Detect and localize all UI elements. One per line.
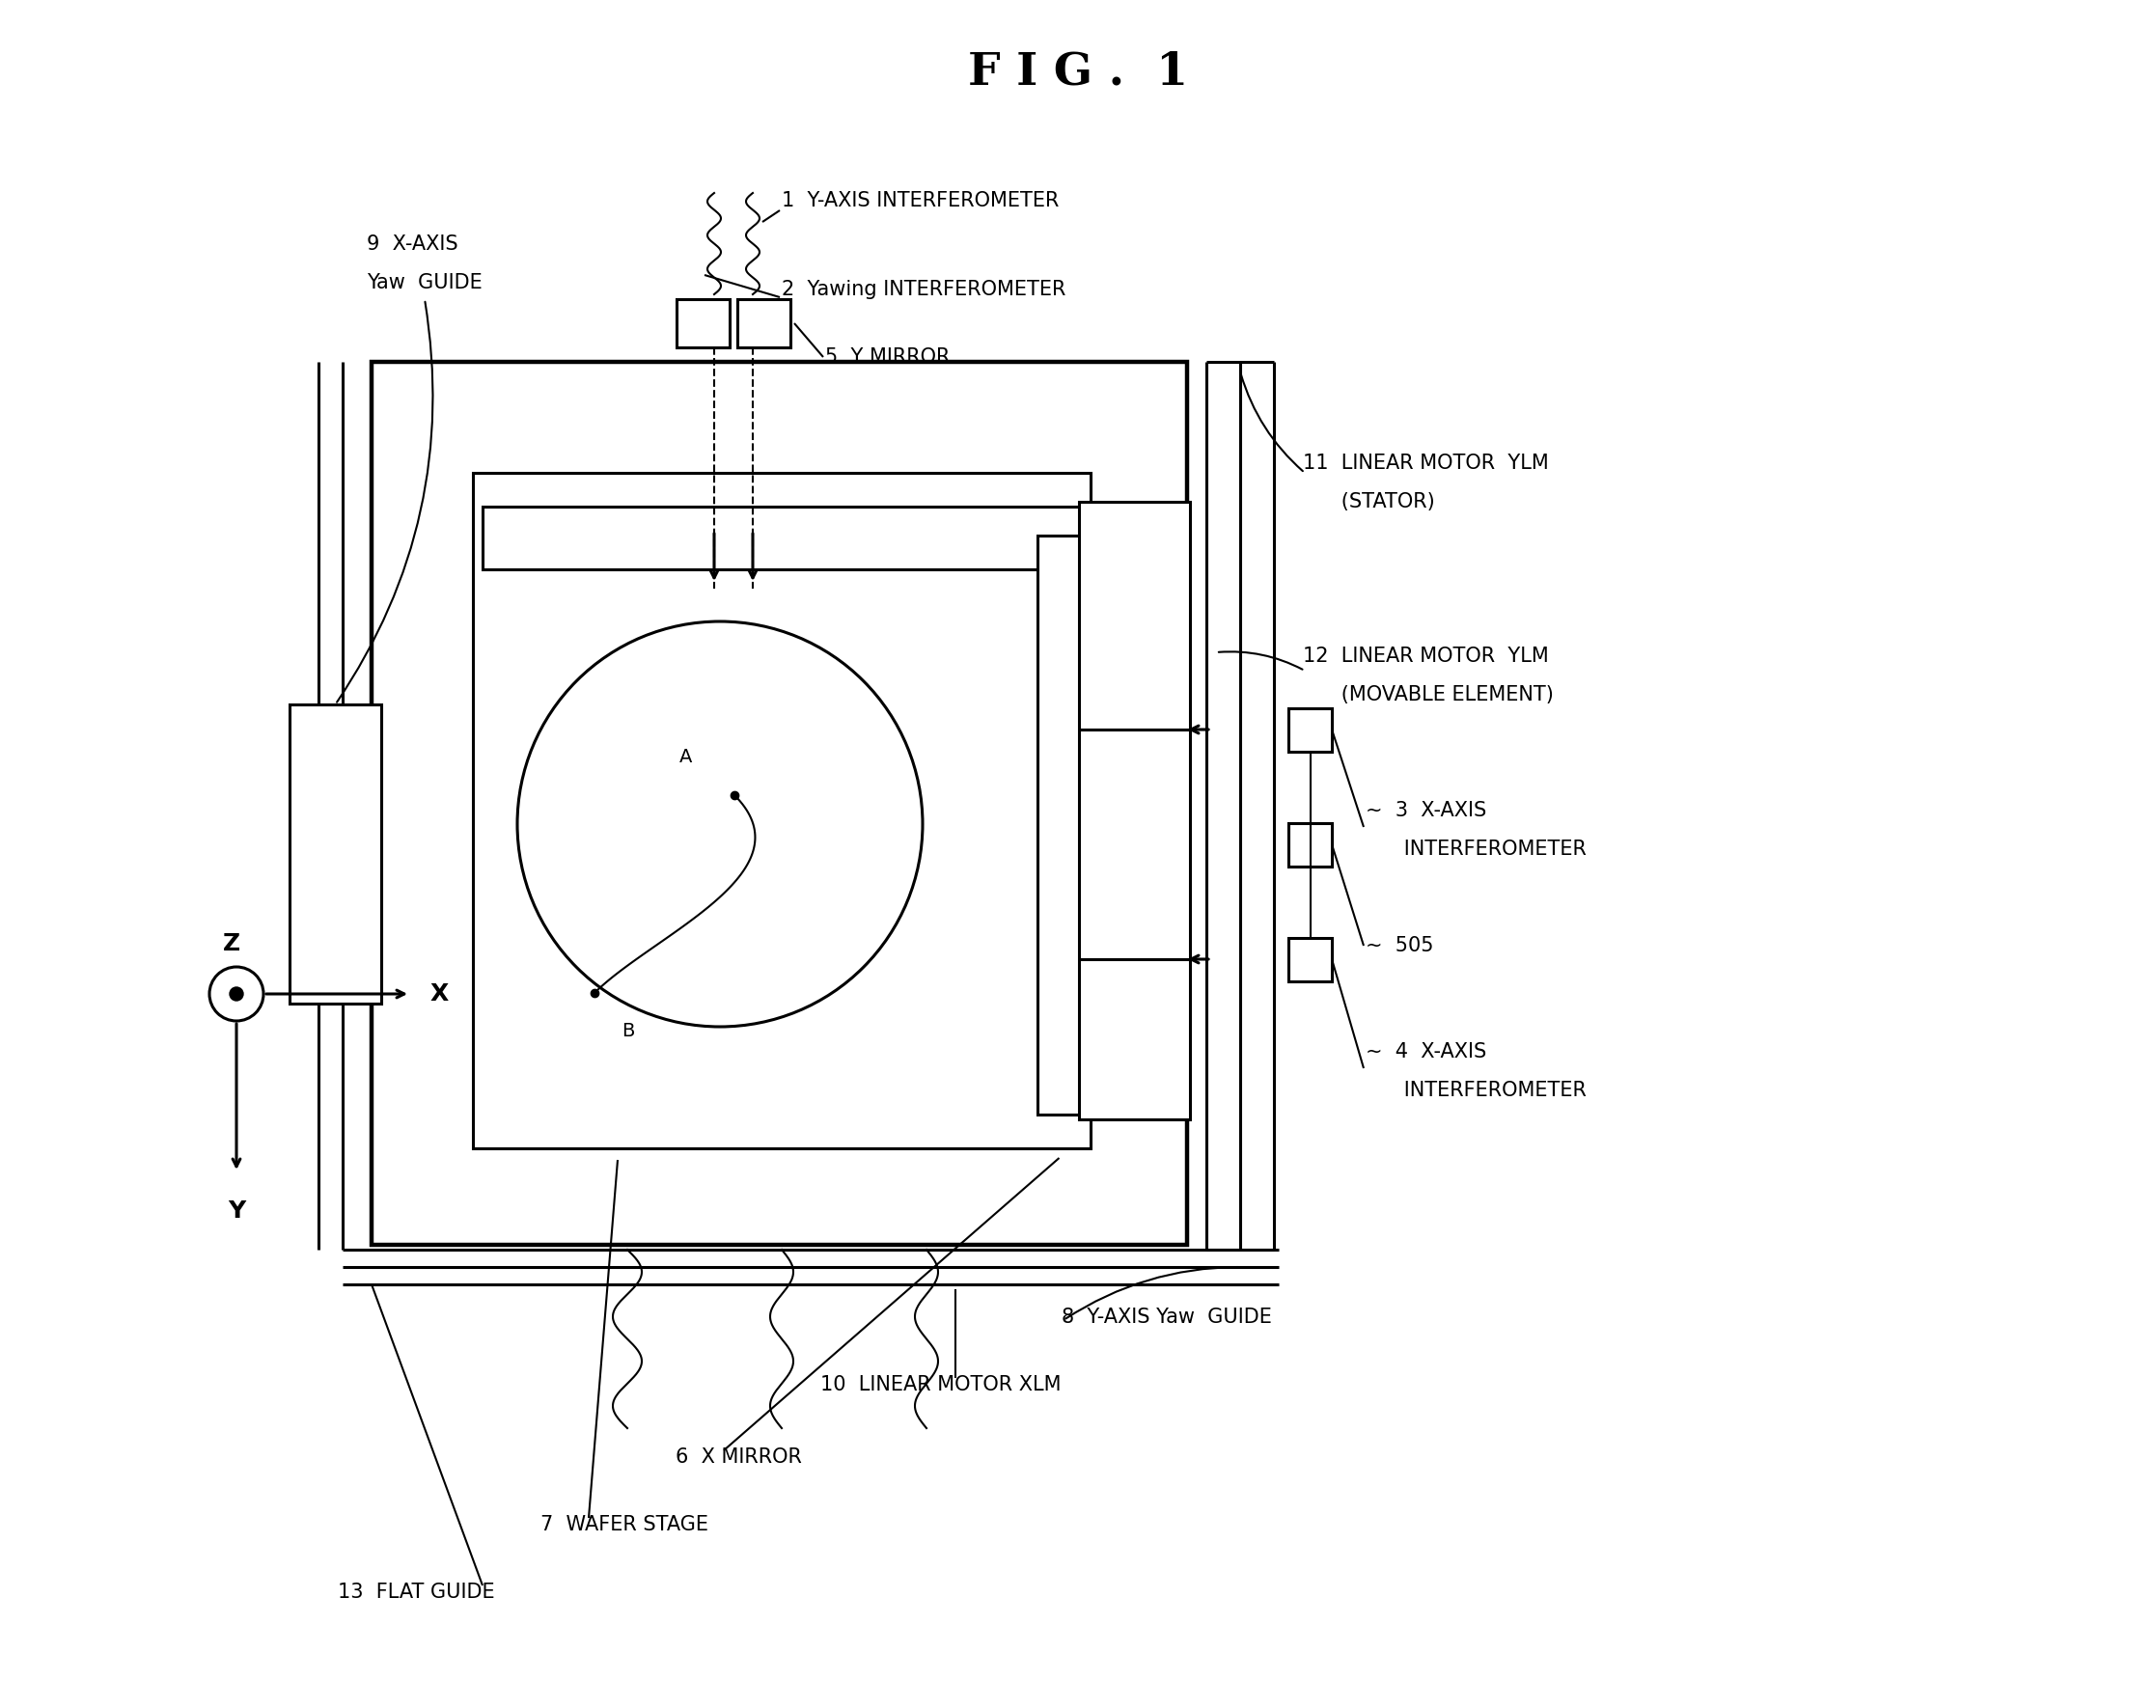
Bar: [371, 362, 1188, 1245]
Text: 12  LINEAR MOTOR  YLM: 12 LINEAR MOTOR YLM: [1302, 647, 1548, 666]
Text: INTERFEROMETER: INTERFEROMETER: [1365, 840, 1587, 859]
Text: 9  X-AXIS: 9 X-AXIS: [367, 234, 457, 254]
Text: 11  LINEAR MOTOR  YLM: 11 LINEAR MOTOR YLM: [1302, 454, 1548, 473]
Text: 10  LINEAR MOTOR XLM: 10 LINEAR MOTOR XLM: [819, 1375, 1061, 1394]
Text: (STATOR): (STATOR): [1302, 492, 1436, 511]
Text: ~  3  X-AXIS: ~ 3 X-AXIS: [1365, 801, 1485, 820]
Bar: [1037, 536, 1080, 1115]
Text: 8  Y-AXIS Yaw  GUIDE: 8 Y-AXIS Yaw GUIDE: [1061, 1308, 1272, 1327]
Text: 7  WAFER STAGE: 7 WAFER STAGE: [541, 1515, 709, 1534]
Text: 5  Y MIRROR: 5 Y MIRROR: [826, 347, 951, 367]
Text: ~  505: ~ 505: [1365, 936, 1434, 955]
Text: 13  FLAT GUIDE: 13 FLAT GUIDE: [338, 1583, 494, 1602]
Text: 6  X MIRROR: 6 X MIRROR: [675, 1447, 802, 1467]
Bar: [1289, 823, 1332, 866]
Text: INTERFEROMETER: INTERFEROMETER: [1365, 1081, 1587, 1100]
Bar: [483, 507, 1080, 569]
Bar: [1289, 707, 1332, 752]
Text: Z: Z: [222, 933, 239, 955]
Text: F I G .  1: F I G . 1: [968, 50, 1188, 94]
Bar: [1078, 502, 1190, 1119]
Bar: [472, 473, 1091, 1148]
Bar: [737, 299, 791, 347]
Text: 2  Yawing INTERFEROMETER: 2 Yawing INTERFEROMETER: [783, 280, 1065, 299]
Text: Yaw  GUIDE: Yaw GUIDE: [367, 273, 483, 292]
Text: 1  Y-AXIS INTERFEROMETER: 1 Y-AXIS INTERFEROMETER: [783, 191, 1059, 210]
Text: X: X: [429, 982, 448, 1006]
Text: (MOVABLE ELEMENT): (MOVABLE ELEMENT): [1302, 685, 1554, 704]
Bar: [677, 299, 729, 347]
Text: Y: Y: [229, 1199, 246, 1223]
Bar: [1289, 938, 1332, 980]
Bar: [289, 704, 382, 1004]
Text: ~  4  X-AXIS: ~ 4 X-AXIS: [1365, 1042, 1485, 1061]
Circle shape: [231, 987, 244, 1001]
Text: B: B: [621, 1023, 634, 1040]
Text: A: A: [679, 748, 692, 765]
